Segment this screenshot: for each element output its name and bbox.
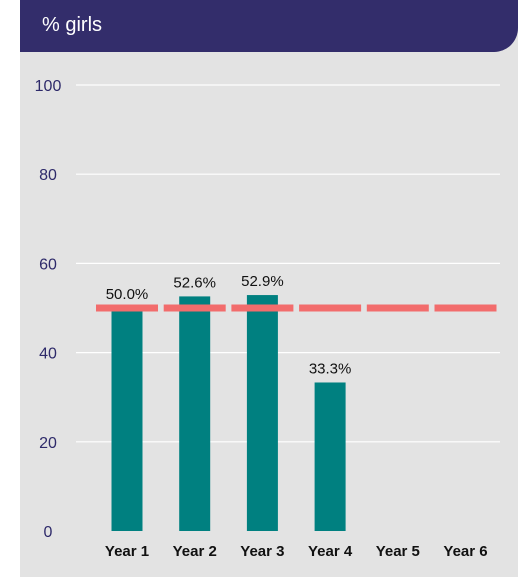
- y-tick-label: 100: [35, 78, 62, 95]
- reference-line-segment: [434, 304, 497, 312]
- chart-header: % girls: [20, 0, 518, 52]
- data-label: 52.9%: [241, 273, 284, 290]
- y-tick-label: 20: [39, 435, 57, 452]
- reference-line-segment: [299, 304, 362, 312]
- reference-line-segment: [231, 304, 294, 312]
- x-tick-label: Year 4: [308, 543, 353, 560]
- bar: [179, 296, 211, 531]
- x-tick-label: Year 5: [376, 543, 420, 560]
- bar: [314, 382, 346, 531]
- y-tick-label: 0: [44, 524, 53, 541]
- x-tick-label: Year 6: [443, 543, 487, 560]
- x-tick-label: Year 1: [105, 543, 149, 560]
- data-label: 52.6%: [173, 274, 216, 291]
- bar: [246, 295, 278, 531]
- bar: [111, 308, 143, 531]
- y-tick-label: 60: [39, 256, 57, 273]
- y-tick-label: 80: [39, 167, 57, 184]
- x-tick-label: Year 2: [173, 543, 217, 560]
- reference-line-segment: [163, 304, 226, 312]
- data-label: 33.3%: [309, 360, 352, 377]
- y-tick-label: 40: [39, 346, 57, 363]
- reference-line-segment: [96, 304, 158, 312]
- reference-line-segment: [366, 304, 429, 312]
- x-tick-label: Year 3: [240, 543, 284, 560]
- chart-title: % girls: [42, 14, 103, 36]
- data-label: 50.0%: [106, 286, 149, 303]
